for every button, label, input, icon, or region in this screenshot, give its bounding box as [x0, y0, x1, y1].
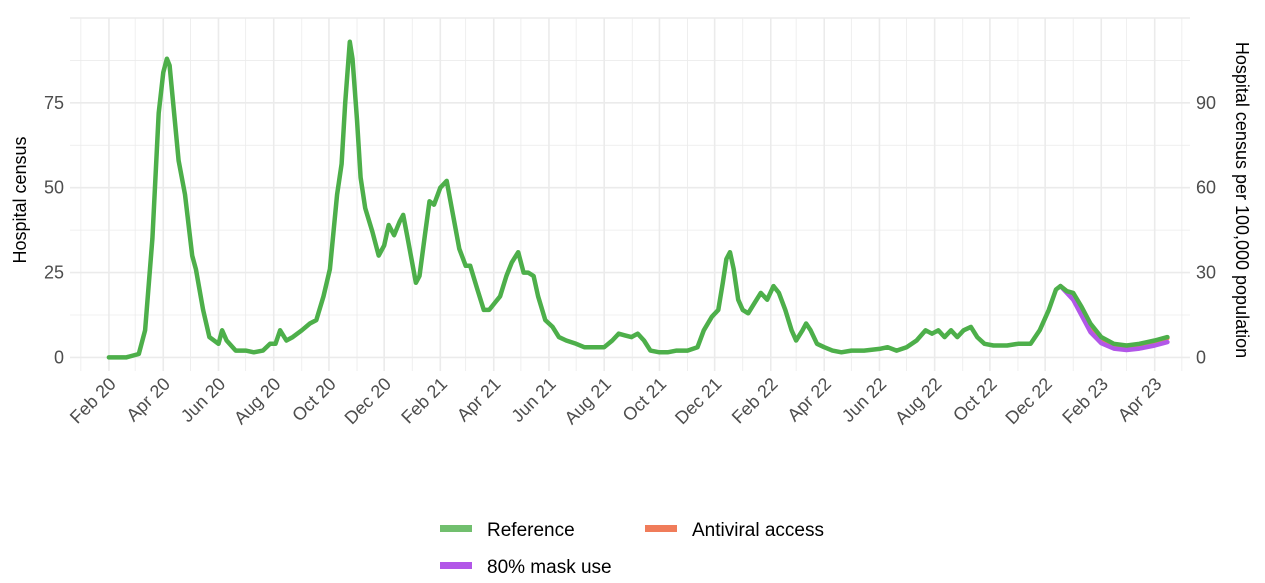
x-tick-label: Jun 20 [177, 374, 229, 426]
x-tick-label: Dec 22 [1001, 374, 1055, 428]
x-tick-label: Apr 22 [783, 374, 835, 426]
x-tick-label: Aug 22 [891, 374, 945, 428]
legend: Reference Antiviral access 80% mask use [440, 520, 824, 578]
x-tick-label: Dec 20 [341, 374, 395, 428]
x-tick-label: Aug 21 [561, 374, 615, 428]
legend-swatch-80-mask-use [440, 562, 472, 569]
y-axis-title-left: Hospital census [10, 136, 30, 263]
x-tick-label: Aug 20 [230, 374, 284, 428]
y-tick-label: 0 [54, 347, 64, 367]
series-line-reference [106, 39, 1170, 360]
legend-label-80-mask-use: 80% mask use [487, 557, 612, 578]
x-tick-label: Apr 23 [1114, 374, 1166, 426]
y-right-tick-label: 90 [1196, 93, 1216, 113]
grid [70, 17, 1190, 371]
x-tick-label: Oct 20 [288, 374, 340, 426]
y-right-tick-label: 60 [1196, 178, 1216, 198]
x-tick-label: Feb 20 [66, 374, 120, 428]
x-tick-label: Feb 23 [1058, 374, 1112, 428]
x-tick-label: Jun 21 [507, 374, 559, 426]
series-line-80-mask-use [1058, 283, 1170, 353]
x-tick-label: Feb 21 [397, 374, 451, 428]
legend-label-reference: Reference [487, 520, 575, 541]
x-tick-label: Dec 21 [671, 374, 725, 428]
y-right-tick-label: 0 [1196, 347, 1206, 367]
y-right-tick-label: 30 [1196, 263, 1216, 283]
legend-swatch-reference [440, 525, 472, 532]
x-tick-label: Jun 22 [838, 374, 890, 426]
y-axis-left: 0 25 50 75 [44, 93, 64, 368]
y-axis-right: 0 30 60 90 [1196, 93, 1216, 368]
legend-swatch-antiviral-access [645, 525, 677, 532]
y-axis-title-right: Hospital census per 100,000 population [1232, 42, 1252, 358]
x-tick-label: Apr 20 [122, 374, 174, 426]
series-lines [106, 39, 1170, 360]
y-tick-label: 75 [44, 93, 64, 113]
x-tick-label: Feb 22 [728, 374, 782, 428]
x-tick-label: Apr 21 [453, 374, 505, 426]
y-tick-label: 50 [44, 178, 64, 198]
x-axis: Feb 20 Apr 20 Jun 20 Aug 20 Oct 20 Dec 20 Feb … [66, 374, 1166, 428]
x-tick-label: Oct 22 [949, 374, 1001, 426]
legend-label-antiviral-access: Antiviral access [692, 520, 824, 541]
x-tick-label: Oct 21 [619, 374, 671, 426]
y-tick-label: 25 [44, 263, 64, 283]
